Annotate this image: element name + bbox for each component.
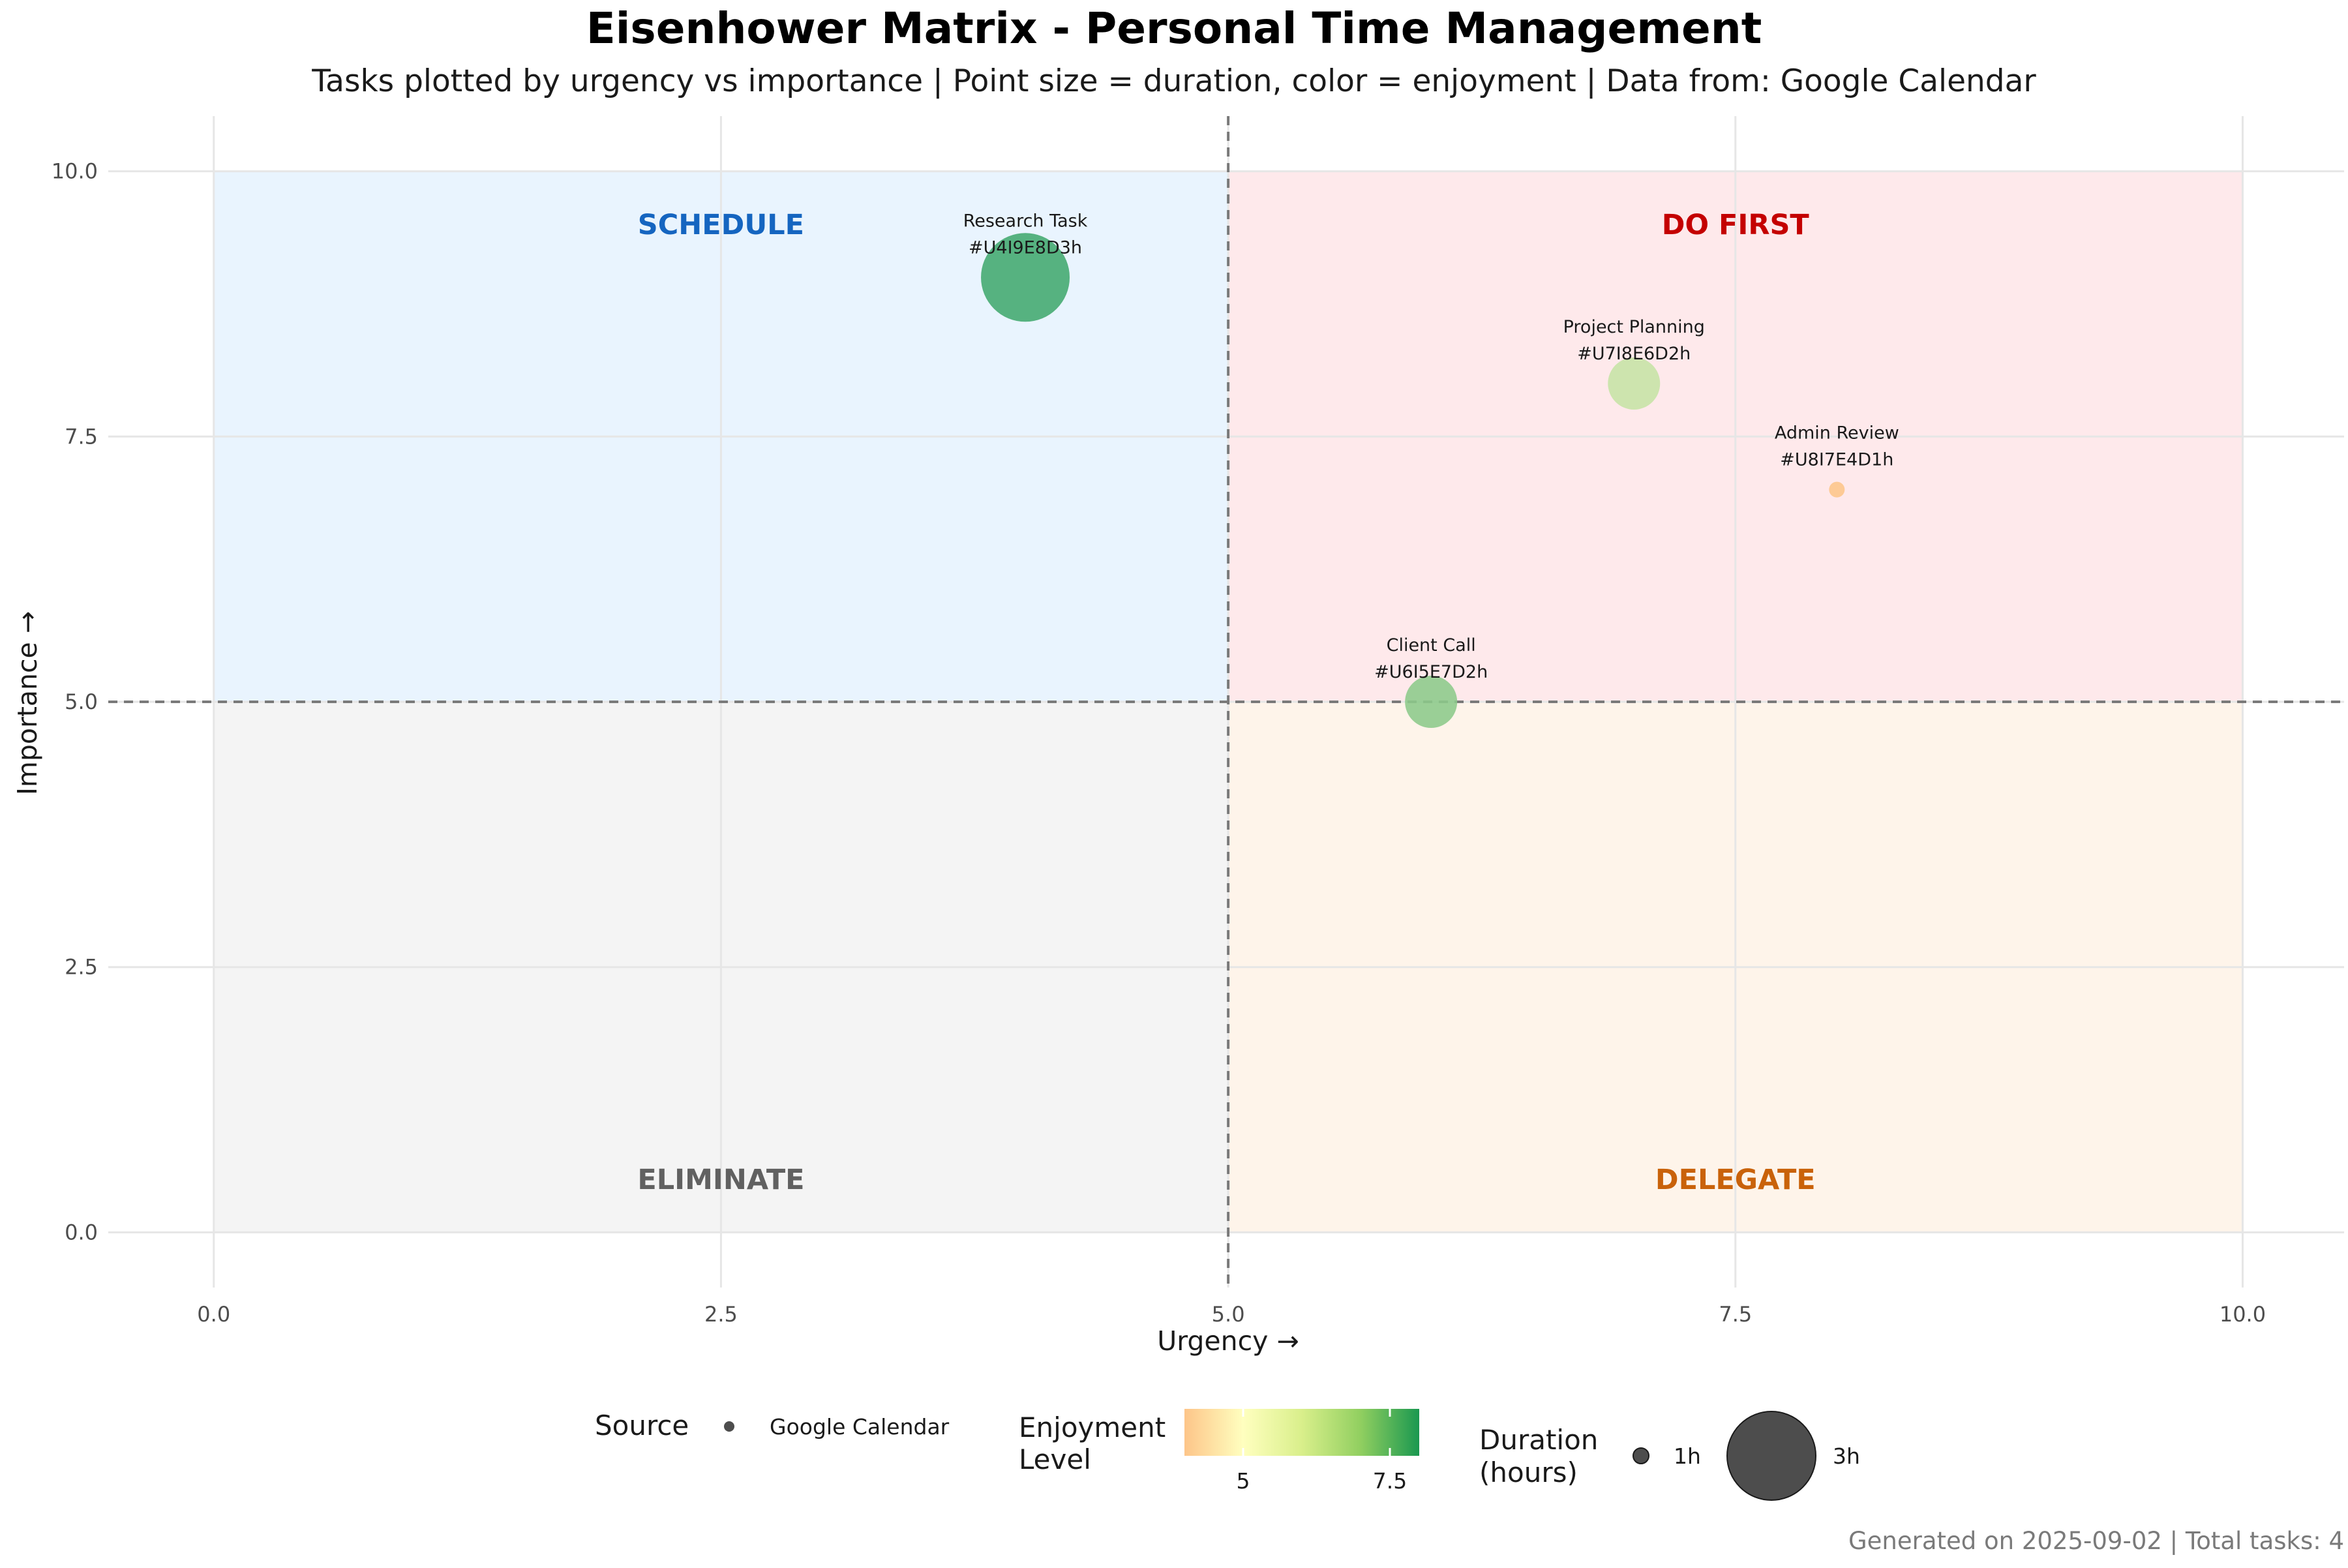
legend-source-key bbox=[724, 1421, 734, 1432]
point-label-code-1: #U7I8E6D2h bbox=[1577, 344, 1691, 364]
threshold-lines bbox=[108, 116, 2344, 1288]
y-tick-label-3: 7.5 bbox=[65, 424, 98, 449]
duration-key-circle-0 bbox=[1633, 1447, 1649, 1464]
enjoyment-tick-label-1: 7.5 bbox=[1373, 1468, 1407, 1494]
x-tick-label-1: 2.5 bbox=[704, 1302, 738, 1327]
data-point-3 bbox=[1405, 676, 1458, 728]
chart-subtitle: Tasks plotted by urgency vs importance |… bbox=[311, 63, 2036, 99]
legend-enjoyment-title-line1: Enjoyment bbox=[1019, 1411, 1166, 1443]
x-tick-label-4: 10.0 bbox=[2220, 1302, 2266, 1327]
point-label-code-2: #U8I7E4D1h bbox=[1780, 450, 1893, 470]
y-tick-label-1: 2.5 bbox=[65, 955, 98, 980]
y-axis-ticks: 0.0 2.5 5.0 7.5 10.0 bbox=[52, 159, 98, 1245]
point-label-name-3: Client Call bbox=[1387, 635, 1476, 656]
x-tick-label-2: 5.0 bbox=[1212, 1302, 1245, 1327]
legend-duration-title-line1: Duration bbox=[1479, 1424, 1598, 1456]
x-axis-title: Urgency → bbox=[1157, 1325, 1299, 1357]
data-point-1 bbox=[1608, 357, 1661, 410]
quadrant-label-delegate: DELEGATE bbox=[1655, 1164, 1816, 1196]
x-tick-label-0: 0.0 bbox=[197, 1302, 230, 1327]
legend-enjoyment-title-line2: Level bbox=[1019, 1443, 1091, 1475]
quadrant-label-eliminate: ELIMINATE bbox=[637, 1164, 804, 1196]
x-tick-label-3: 7.5 bbox=[1719, 1302, 1752, 1327]
duration-key-label-0: 1h bbox=[1674, 1443, 1701, 1469]
enjoyment-tick-label-0: 5 bbox=[1237, 1468, 1250, 1494]
legend-source-title: Source bbox=[595, 1410, 689, 1441]
point-label-name-2: Admin Review bbox=[1775, 423, 1899, 444]
data-points bbox=[981, 233, 1845, 728]
y-tick-label-4: 10.0 bbox=[52, 159, 98, 184]
y-axis-title: Importance → bbox=[12, 611, 43, 795]
quadrant-labels: SCHEDULE DO FIRST ELIMINATE DELEGATE bbox=[637, 209, 1815, 1196]
point-label-code-3: #U6I5E7D2h bbox=[1374, 662, 1488, 682]
x-axis-ticks: 0.0 2.5 5.0 7.5 10.0 bbox=[197, 1302, 2266, 1327]
legend-enjoyment-colorbar bbox=[1184, 1409, 1419, 1456]
point-label-name-1: Project Planning bbox=[1563, 317, 1705, 337]
point-label-name-0: Research Task bbox=[963, 211, 1088, 231]
legend-duration: Duration (hours) 1h 3h bbox=[1479, 1411, 1860, 1501]
y-tick-label-2: 5.0 bbox=[65, 689, 98, 714]
legend-enjoyment-ticks: 5 7.5 bbox=[1237, 1409, 1407, 1494]
quadrant-label-schedule: SCHEDULE bbox=[638, 209, 804, 241]
y-tick-label-0: 0.0 bbox=[65, 1220, 98, 1244]
data-point-2 bbox=[1829, 481, 1845, 498]
point-label-code-0: #U4I9E8D3h bbox=[969, 237, 1082, 258]
legend-enjoyment: Enjoyment Level 5 7.5 bbox=[1019, 1409, 1419, 1494]
legend-source: Source Google Calendar bbox=[595, 1410, 950, 1441]
chart-title: Eisenhower Matrix - Personal Time Manage… bbox=[586, 3, 1762, 53]
legend-source-label: Google Calendar bbox=[770, 1414, 950, 1440]
chart-caption: Generated on 2025-09-02 | Total tasks: 4 bbox=[1848, 1527, 2344, 1555]
point-labels: Research Task #U4I9E8D3h Project Planning #… bbox=[963, 211, 1899, 682]
legend-duration-keys: 1h 3h bbox=[1633, 1411, 1860, 1501]
duration-key-label-1: 3h bbox=[1833, 1443, 1860, 1469]
legend-duration-title-line2: (hours) bbox=[1479, 1456, 1578, 1488]
duration-key-circle-1 bbox=[1726, 1411, 1816, 1501]
quadrant-label-do-first: DO FIRST bbox=[1662, 209, 1810, 241]
data-point-0 bbox=[981, 233, 1070, 322]
